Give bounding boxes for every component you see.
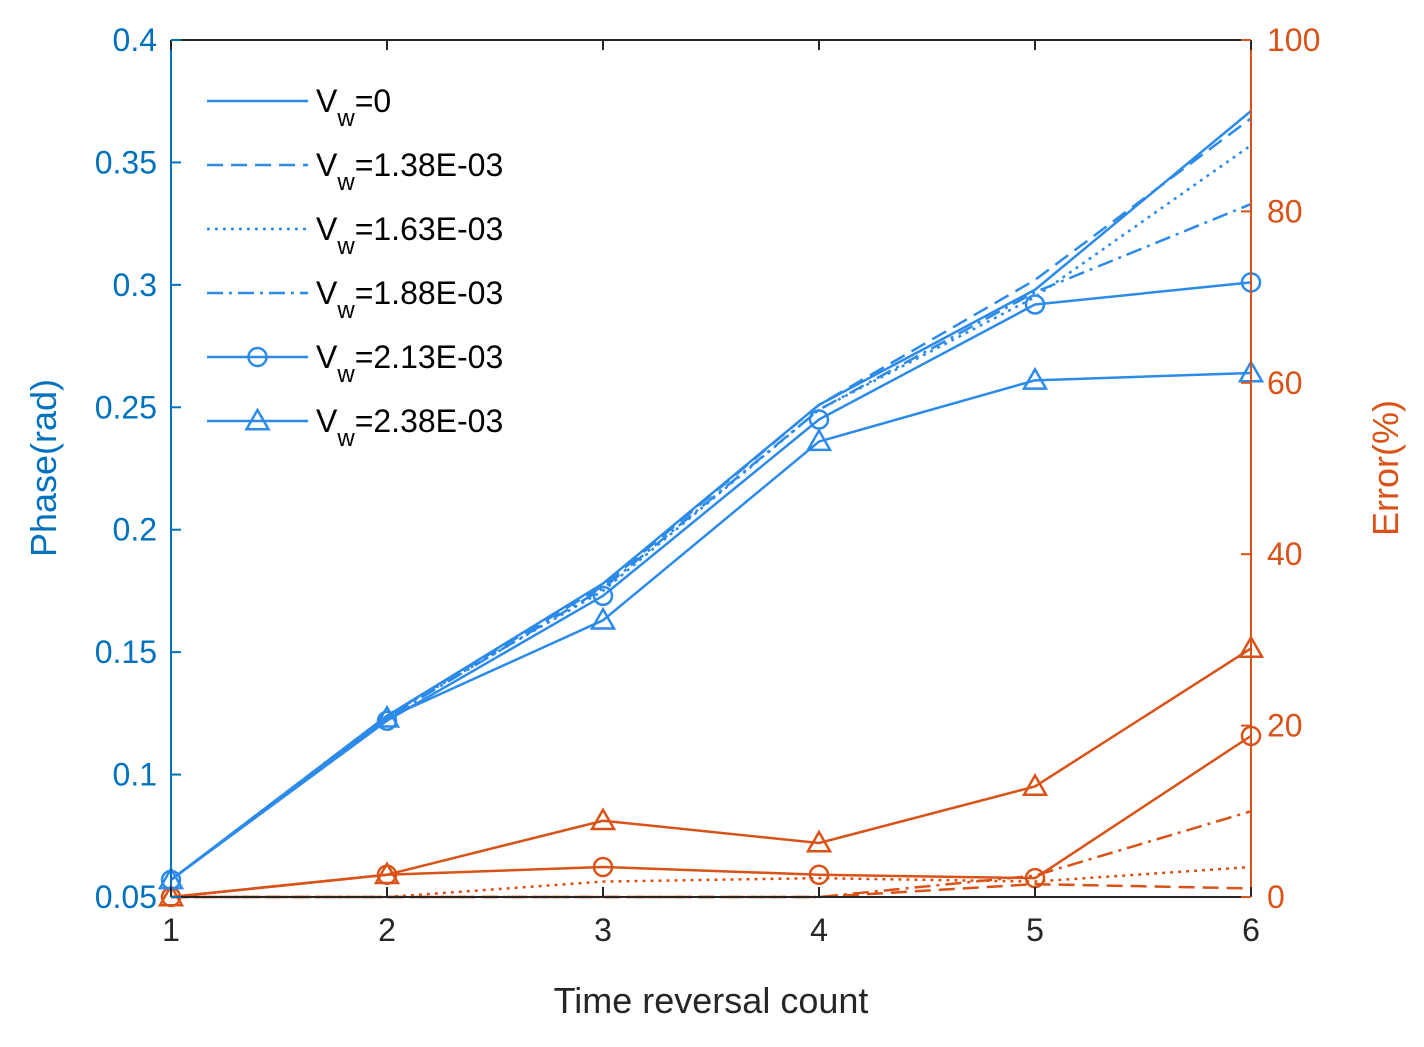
phase-series-line-4 [170, 281, 1252, 881]
legend-marker-5 [244, 407, 271, 431]
y-right-tick-label-4: 80 [1267, 193, 1303, 229]
error-series-marker-4-4 [1021, 772, 1049, 796]
phase-series-group [157, 110, 1265, 891]
y-left-tick-label-0: 0.05 [95, 879, 157, 915]
x-tick-label-2: 3 [594, 912, 612, 948]
y-left-tick-label-5: 0.3 [113, 267, 157, 303]
x-tick-label-3: 4 [810, 912, 828, 948]
phase-series-marker-5-1 [373, 704, 401, 728]
x-tick-label-4: 5 [1026, 912, 1044, 948]
phase-series-marker-4-2 [592, 585, 614, 607]
legend-label-3: Vw=1.88E-03 [316, 275, 503, 324]
x-tick-label-1: 2 [378, 912, 396, 948]
y-right-tick-label-5: 100 [1267, 22, 1320, 58]
legend-label-2: Vw=1.63E-03 [316, 211, 503, 260]
x-tick-label-0: 1 [162, 912, 180, 948]
legend-label-0: Vw=0 [316, 83, 391, 132]
phase-series-marker-5-2 [589, 606, 617, 630]
plot-background [171, 40, 1251, 897]
y-left-tick-label-3: 0.2 [113, 512, 157, 548]
error-series-marker-4-2 [589, 807, 617, 831]
y-left-tick-label-7: 0.4 [113, 22, 157, 58]
y-axis-left-label: Phase(rad) [23, 379, 64, 557]
x-tick-label-5: 6 [1242, 912, 1260, 948]
y-left-tick-label-6: 0.35 [95, 144, 157, 180]
legend-label-4: Vw=2.13E-03 [316, 339, 503, 388]
error-series-marker-4-3 [805, 829, 833, 853]
axes-group: 1 2 3 4 5 6 0.05 0.1 0.15 0.2 0.25 0.3 0.35 0.4 0 20 40 6… [95, 22, 1321, 948]
y-axis-right-label: Error(%) [1365, 400, 1406, 536]
y-right-tick-label-1: 20 [1267, 708, 1303, 744]
phase-series-marker-5-3 [805, 428, 833, 452]
error-series-marker-3-3 [808, 864, 830, 885]
phase-series-marker-5-4 [1021, 366, 1049, 390]
phase-series-line-5 [170, 371, 1252, 881]
x-axis-label: Time reversal count [554, 980, 869, 1021]
error-series-marker-4-0 [157, 883, 185, 907]
y-left-tick-label-2: 0.15 [95, 634, 157, 670]
error-series-line-4 [170, 647, 1252, 899]
y-right-tick-label-0: 0 [1267, 879, 1285, 915]
phase-series-marker-4-4 [1024, 294, 1046, 315]
phase-series-line-2 [170, 144, 1252, 881]
legend-label-5: Vw=2.38E-03 [316, 403, 503, 452]
y-left-tick-label-1: 0.1 [113, 757, 157, 793]
error-series-marker-4-1 [373, 861, 401, 885]
y-right-tick-label-2: 40 [1267, 536, 1303, 572]
legend: Vw=0 Vw=1.38E-03 Vw=1.63E-03 Vw=1.88E-03 Vw=… [207, 83, 503, 452]
y-left-tick-label-4: 0.25 [95, 389, 157, 425]
legend-label-1: Vw=1.38E-03 [316, 147, 503, 196]
legend-marker-4 [247, 346, 268, 368]
y-right-tick-label-3: 60 [1267, 365, 1303, 401]
error-series-marker-3-2 [592, 856, 614, 878]
